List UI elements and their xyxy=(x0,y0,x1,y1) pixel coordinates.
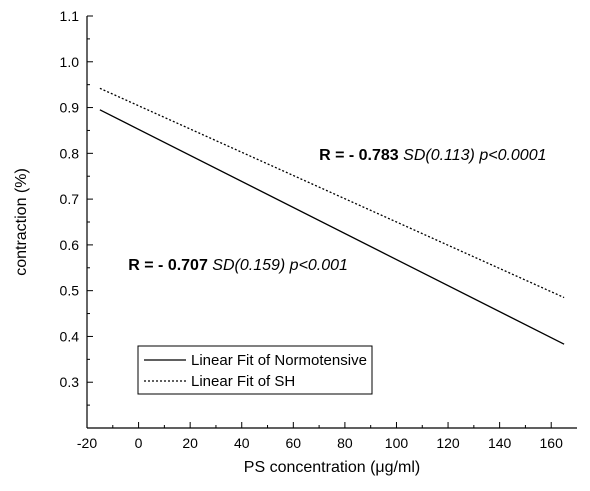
x-tick-label: 60 xyxy=(286,435,302,451)
y-tick-label: 0.7 xyxy=(60,191,80,207)
series-line xyxy=(99,87,565,299)
fit-lines xyxy=(99,87,565,345)
legend-label: Linear Fit of Normotensive xyxy=(191,352,367,369)
r-value: R = - 0.707 xyxy=(128,257,212,274)
y-tick-label: 0.6 xyxy=(60,237,80,253)
x-tick-label: 160 xyxy=(540,435,564,451)
x-tick-label: 140 xyxy=(488,435,512,451)
x-tick-label: 120 xyxy=(436,435,460,451)
sd-value: SD(0.159) p<0.001 xyxy=(212,257,348,274)
x-tick-label: 100 xyxy=(385,435,409,451)
x-tick-label: 20 xyxy=(182,435,198,451)
y-tick-label: 1.1 xyxy=(60,8,80,24)
x-tick-label: 80 xyxy=(337,435,353,451)
axes: 0.3 0.4 0.5 0.6 0.7 0.8 0.9 1.0 1.1 -20 0 20 40 60 80 1… xyxy=(13,8,577,476)
y-tick-label: 0.8 xyxy=(60,145,80,161)
r-value: R = - 0.783 xyxy=(319,147,403,164)
y-axis-title: contraction (%) xyxy=(13,168,30,276)
x-tick-label: -20 xyxy=(77,435,97,451)
legend-label: Linear Fit of SH xyxy=(191,373,295,390)
x-tick-label: 40 xyxy=(234,435,250,451)
annotations: R = - 0.783 SD(0.113) p<0.0001 R = - 0.70… xyxy=(128,147,546,274)
y-tick-label: 0.9 xyxy=(60,100,80,116)
fit-annotation: R = - 0.783 SD(0.113) p<0.0001 xyxy=(319,147,546,164)
y-tick-label: 1.0 xyxy=(60,54,80,70)
legend-box xyxy=(137,345,373,395)
legend: Linear Fit of Normotensive Linear Fit of … xyxy=(137,345,373,395)
y-tick-label: 0.5 xyxy=(60,283,80,299)
series-line xyxy=(99,109,565,345)
y-tick-label: 0.3 xyxy=(60,374,80,390)
x-tick-label: 0 xyxy=(135,435,143,451)
fit-annotation: R = - 0.707 SD(0.159) p<0.001 xyxy=(128,257,348,274)
y-tick-label: 0.4 xyxy=(60,328,80,344)
sd-value: SD(0.113) p<0.0001 xyxy=(403,147,546,164)
x-axis-title: PS concentration (μg/ml) xyxy=(244,459,420,476)
